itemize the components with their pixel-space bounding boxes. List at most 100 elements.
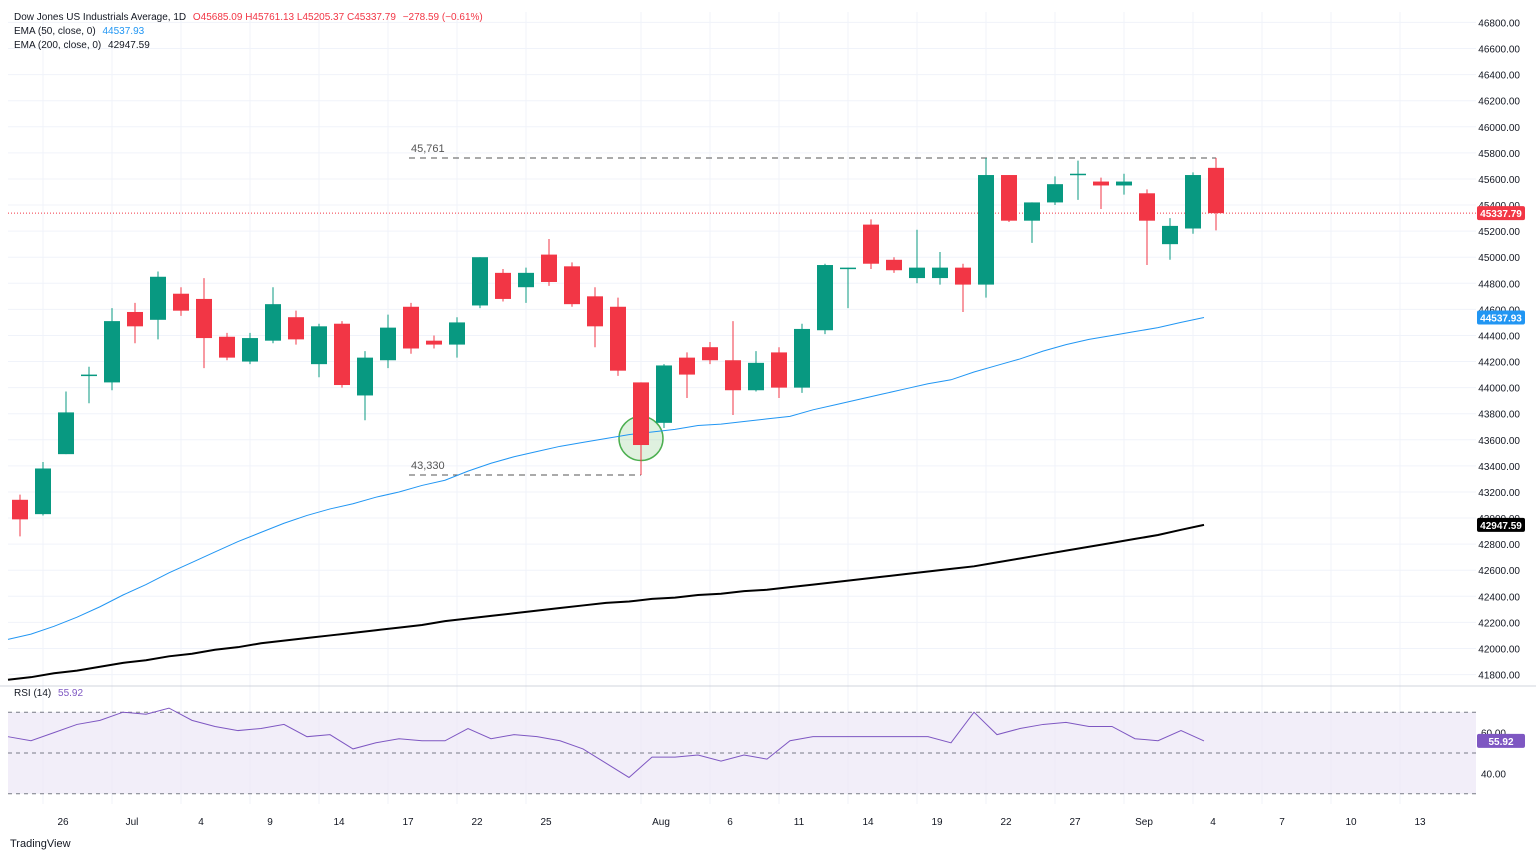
symbol-header: Dow Jones US Industrials Average, 1D O45… <box>14 12 483 23</box>
rsi-badge: 55.92 <box>1488 737 1513 748</box>
time-tick-label: 22 <box>1000 817 1012 828</box>
time-tick-label: 25 <box>540 817 552 828</box>
candle-body <box>196 298 212 339</box>
candle-body <box>541 254 557 282</box>
candle-body <box>702 347 718 361</box>
time-tick-label: 13 <box>1414 817 1426 828</box>
candle-body <box>1070 173 1086 176</box>
time-axis[interactable]: 26 Jul 4 9 14 17 22 25 Aug 6 11 14 19 22 27 Sep 4 7 10 13 <box>57 817 1426 828</box>
ema50-path <box>7 316 1205 640</box>
candle-body <box>771 352 787 388</box>
price-tick-label: 42200.00 <box>1478 618 1520 629</box>
candle-body <box>955 267 971 285</box>
candle-body <box>495 272 511 299</box>
ema200-label: EMA (200, close, 0) <box>14 40 102 51</box>
rsi-value: 55.92 <box>58 688 84 699</box>
time-tick-label: 17 <box>402 817 414 828</box>
candle-body <box>334 323 350 386</box>
rsi-line <box>7 707 1205 779</box>
candle-body <box>656 365 672 423</box>
symbol-title: Dow Jones US Industrials Average, 1D <box>14 12 187 23</box>
time-tick-label: 26 <box>57 817 69 828</box>
candle-body <box>1093 181 1109 186</box>
rsi-panel <box>8 711 1476 795</box>
candle-body <box>1001 175 1017 221</box>
candle-body <box>1162 225 1178 245</box>
price-tick-label: 46200.00 <box>1478 97 1520 108</box>
candle-body <box>932 267 948 279</box>
ema50-label: EMA (50, close, 0) <box>14 26 96 37</box>
price-tick-label: 45600.00 <box>1478 175 1520 186</box>
price-tick-label: 42800.00 <box>1478 540 1520 551</box>
candle-body <box>357 357 373 396</box>
candle-body <box>380 327 396 361</box>
price-tick-label: 45800.00 <box>1478 149 1520 160</box>
price-axis[interactable]: 41800.00 42000.00 42200.00 42400.00 42600.00… <box>1477 18 1525 780</box>
rsi-badge-bg <box>1477 733 1525 748</box>
candle-body <box>426 340 442 345</box>
time-tick-label: 19 <box>931 817 943 828</box>
rsi-path <box>7 707 1205 779</box>
time-tick-label: 6 <box>727 817 733 828</box>
time-tick-label: 14 <box>862 817 874 828</box>
candle-body <box>403 306 419 349</box>
ema200-value: 42947.59 <box>108 40 150 51</box>
rsi-legend[interactable]: RSI (14) 55.92 <box>14 688 83 699</box>
tradingview-logo[interactable]: TradingView <box>10 838 71 850</box>
candle-body <box>81 374 97 377</box>
candle-body <box>58 412 74 455</box>
high-value: H45761.13 <box>245 12 295 23</box>
price-tick-label: 42400.00 <box>1478 592 1520 603</box>
candle-body <box>1139 193 1155 221</box>
price-tick-label: 44000.00 <box>1478 384 1520 395</box>
rsi-tick-label: 40.00 <box>1481 769 1506 780</box>
candle-body <box>863 224 879 264</box>
level-label: 43,330 <box>411 460 445 472</box>
candle-body <box>679 357 695 375</box>
ema50-legend[interactable]: EMA (50, close, 0) 44537.93 <box>14 26 144 37</box>
price-tick-label: 42600.00 <box>1478 566 1520 577</box>
price-tick-label: 44400.00 <box>1478 331 1520 342</box>
candle-body <box>12 499 28 520</box>
ema50-line <box>7 316 1205 640</box>
price-tick-label: 43800.00 <box>1478 410 1520 421</box>
candle-body <box>265 304 281 341</box>
grid-lines <box>0 12 1536 804</box>
candle-body <box>794 328 810 388</box>
candle-body <box>127 311 143 327</box>
time-tick-label: 11 <box>794 817 805 828</box>
candle-body <box>587 296 603 327</box>
candle-body <box>288 317 304 340</box>
candle-body <box>978 175 994 285</box>
candle-body <box>150 276 166 320</box>
time-tick-label: 14 <box>333 817 345 828</box>
candle-body <box>104 321 120 383</box>
candle-body <box>817 265 833 331</box>
candle-body <box>35 468 51 515</box>
ema50-badge: 44537.93 <box>1480 313 1522 324</box>
time-tick-label: Aug <box>652 817 670 828</box>
ema200-line <box>7 523 1205 681</box>
rsi-band-fill <box>8 712 1476 794</box>
candle-body <box>242 338 258 362</box>
price-tick-label: 43400.00 <box>1478 462 1520 473</box>
ema200-path <box>7 523 1205 681</box>
candle-body <box>1185 175 1201 229</box>
ema200-legend[interactable]: EMA (200, close, 0) 42947.59 <box>14 40 150 51</box>
price-tick-label: 46800.00 <box>1478 18 1520 29</box>
open-value: O45685.09 <box>192 12 243 23</box>
candle-body <box>886 259 902 271</box>
rsi-label: RSI (14) <box>14 688 52 699</box>
time-tick-label: 4 <box>1210 817 1216 828</box>
candle-body <box>1208 167 1224 214</box>
candle-body <box>518 272 534 288</box>
price-tick-label: 41800.00 <box>1478 671 1520 682</box>
candle-body <box>610 306 626 371</box>
ema50-badge-bg <box>1477 310 1525 325</box>
candle-body <box>219 336 235 358</box>
price-tick-label: 46400.00 <box>1478 71 1520 82</box>
price-tick-label: 44800.00 <box>1478 279 1520 290</box>
price-tick-label: 46000.00 <box>1478 123 1520 134</box>
candlesticks <box>12 157 1224 537</box>
